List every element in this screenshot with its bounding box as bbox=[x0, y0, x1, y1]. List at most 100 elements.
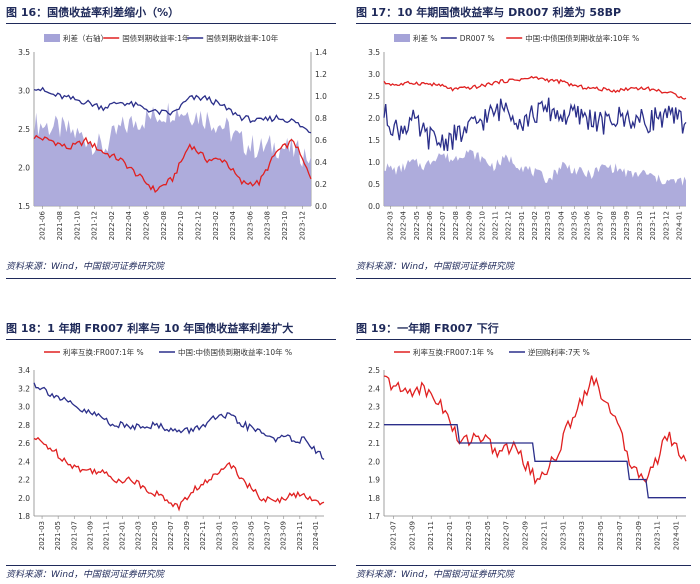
x-tick-label: 2024-01 bbox=[675, 211, 683, 240]
x-tick-label: 2023-05 bbox=[597, 521, 605, 550]
source-divider bbox=[356, 278, 691, 279]
series-line-1 bbox=[384, 424, 686, 499]
title-divider bbox=[6, 23, 336, 24]
y-tick-label: 1.7 bbox=[368, 512, 380, 521]
x-tick-label: 2022-09 bbox=[183, 521, 191, 550]
x-tick-label: 2021-07 bbox=[70, 521, 78, 550]
x-tick-label: 2022-02 bbox=[108, 211, 116, 240]
chart-fig17: 利差 % DR007 % 中国:中债国债到期收益率:10年 % 3.5 3.0 2.5 2.… bbox=[368, 33, 687, 240]
y-tick-label: 3.5 bbox=[368, 48, 380, 57]
y-tick-label: 2.1 bbox=[368, 439, 380, 448]
x-tick-label: 2023-03 bbox=[544, 211, 552, 240]
x-tick-label: 2023-09 bbox=[635, 521, 643, 550]
panel-fig18: 图 18：1 年期 FR007 利率与 10 年国债收益率利差扩大 利率互换:F… bbox=[6, 320, 346, 582]
x-tick-label: 2022-07 bbox=[439, 211, 447, 240]
x-tick-label: 2022-04 bbox=[125, 210, 133, 240]
y-tick-label: 2.0 bbox=[18, 494, 30, 503]
x-tick-label: 2023-03 bbox=[578, 521, 586, 550]
y-right-tick-label: 0.6 bbox=[315, 136, 327, 145]
chart-fig16: 利差（右轴） 国债到期收益率:1年 国债到期收益率:10年 3.5 3.0 2.5 2.0 1… bbox=[18, 33, 327, 240]
x-tick-label: 2022-11 bbox=[492, 211, 500, 240]
x-tick-label: 2022-03 bbox=[387, 211, 395, 240]
x-tick-label: 2022-08 bbox=[160, 211, 168, 240]
y-right-tick-label: 1.4 bbox=[315, 48, 327, 57]
x-tick-label: 2022-06 bbox=[143, 210, 151, 240]
x-tick-label: 2023-10 bbox=[636, 211, 644, 240]
panel-fig16: 图 16：国债收益率利差缩小（%） 利差（右轴） 国债到期收益率:1年 国债到期收益… bbox=[6, 4, 346, 294]
title-divider bbox=[356, 23, 691, 24]
y-tick-label: 2.5 bbox=[368, 366, 380, 375]
x-tick-label: 2023-03 bbox=[231, 521, 239, 550]
x-tick-label: 2023-05 bbox=[570, 211, 578, 240]
y-right-tick-label: 0.2 bbox=[315, 180, 327, 189]
x-tick-label: 2022-03 bbox=[465, 521, 473, 550]
y-tick-label: 2.0 bbox=[368, 457, 380, 466]
x-tick-label: 2022-08 bbox=[452, 211, 460, 240]
legend-label: 国债到期收益率:1年 bbox=[122, 33, 190, 43]
x-tick-label: 2021-10 bbox=[73, 211, 81, 240]
x-tick-label: 2023-07 bbox=[616, 521, 624, 550]
chart-title: 图 17：10 年期国债收益率与 DR007 利差为 58BP bbox=[356, 6, 622, 19]
chart-fig19: 利率互换:FR007:1年 % 逆回购利率:7天 % 2.5 2.4 2.3 2.2 2.1… bbox=[368, 347, 687, 550]
series-line-1 bbox=[33, 382, 325, 460]
panel-fig19: 图 19：一年期 FR007 下行 利率互换:FR007:1年 % 逆回购利率:7… bbox=[356, 320, 696, 582]
x-tick-label: 2023-10 bbox=[281, 211, 289, 240]
y-tick-label: 2.3 bbox=[368, 403, 380, 412]
x-tick-label: 2021-03 bbox=[38, 521, 46, 550]
y-tick-label: 2.4 bbox=[368, 384, 380, 393]
x-tick-label: 2022-10 bbox=[478, 211, 486, 240]
x-tick-label: 2023-02 bbox=[531, 211, 539, 240]
x-tick-label: 2021-08 bbox=[56, 211, 64, 240]
x-tick-label: 2023-12 bbox=[298, 211, 306, 240]
series-line-1 bbox=[383, 97, 687, 152]
x-tick-label: 2022-09 bbox=[522, 521, 530, 550]
x-tick-label: 2021-09 bbox=[408, 521, 416, 550]
y-tick-label: 2.0 bbox=[18, 164, 30, 173]
series-area-0 bbox=[34, 102, 311, 206]
x-tick-label: 2023-09 bbox=[280, 521, 288, 550]
series-line-1 bbox=[33, 134, 312, 193]
y-right-tick-label: 0.4 bbox=[315, 158, 327, 167]
y-tick-label: 2.5 bbox=[18, 125, 30, 134]
legend-swatch bbox=[394, 34, 410, 42]
x-tick-label: 2023-06 bbox=[584, 210, 592, 240]
y-tick-label: 3.5 bbox=[18, 48, 30, 57]
x-tick-label: 2021-05 bbox=[54, 521, 62, 550]
x-tick-label: 2022-05 bbox=[484, 521, 492, 550]
x-tick-label: 2022-01 bbox=[446, 521, 454, 550]
x-tick-label: 2022-06 bbox=[426, 210, 434, 240]
x-tick-label: 2022-05 bbox=[413, 211, 421, 240]
y-tick-label: 2.5 bbox=[368, 92, 380, 101]
y-right-tick-label: 0.8 bbox=[315, 114, 327, 123]
chart-title: 图 18：1 年期 FR007 利率与 10 年国债收益率利差扩大 bbox=[6, 322, 294, 335]
y-tick-label: 3.0 bbox=[18, 403, 30, 412]
x-tick-label: 2022-04 bbox=[400, 210, 408, 240]
x-tick-label: 2023-12 bbox=[662, 211, 670, 240]
panel-fig17: 图 17：10 年期国债收益率与 DR007 利差为 58BP 利差 % DR00… bbox=[356, 4, 696, 294]
y-tick-label: 1.5 bbox=[18, 202, 30, 211]
y-right-tick-label: 0.0 bbox=[315, 202, 327, 211]
y-right-tick-label: 1.2 bbox=[315, 70, 327, 79]
source-divider bbox=[356, 565, 691, 566]
legend-label: DR007 % bbox=[460, 34, 495, 43]
y-tick-label: 3.2 bbox=[18, 384, 30, 393]
source-note: 资料来源：Wind，中国银河证券研究院 bbox=[6, 570, 164, 580]
chart-fig18: 利率互换:FR007:1年 % 中国:中债国债到期收益率:10年 % 3.4 3.2 3… bbox=[18, 347, 325, 550]
legend-label: 中国:中债国债到期收益率:10年 % bbox=[525, 33, 639, 43]
x-tick-label: 2023-04 bbox=[557, 210, 565, 240]
legend-swatch bbox=[44, 34, 60, 42]
x-tick-label: 2023-06 bbox=[246, 210, 254, 240]
source-note: 资料来源：Wind，中国银河证券研究院 bbox=[6, 262, 164, 272]
x-tick-label: 2022-10 bbox=[177, 211, 185, 240]
y-tick-label: 2.2 bbox=[368, 421, 380, 430]
x-tick-label: 2022-12 bbox=[194, 211, 202, 240]
x-tick-label: 2023-09 bbox=[623, 211, 631, 240]
source-note: 资料来源：Wind，中国银河证券研究院 bbox=[356, 570, 514, 580]
x-tick-label: 2022-11 bbox=[540, 521, 548, 550]
x-tick-label: 2022-05 bbox=[151, 521, 159, 550]
y-tick-label: 2.0 bbox=[368, 114, 380, 123]
y-tick-label: 2.4 bbox=[18, 457, 30, 466]
y-tick-label: 1.9 bbox=[368, 476, 380, 485]
y-tick-label: 2.6 bbox=[18, 439, 30, 448]
x-tick-label: 2024-01 bbox=[673, 521, 681, 550]
